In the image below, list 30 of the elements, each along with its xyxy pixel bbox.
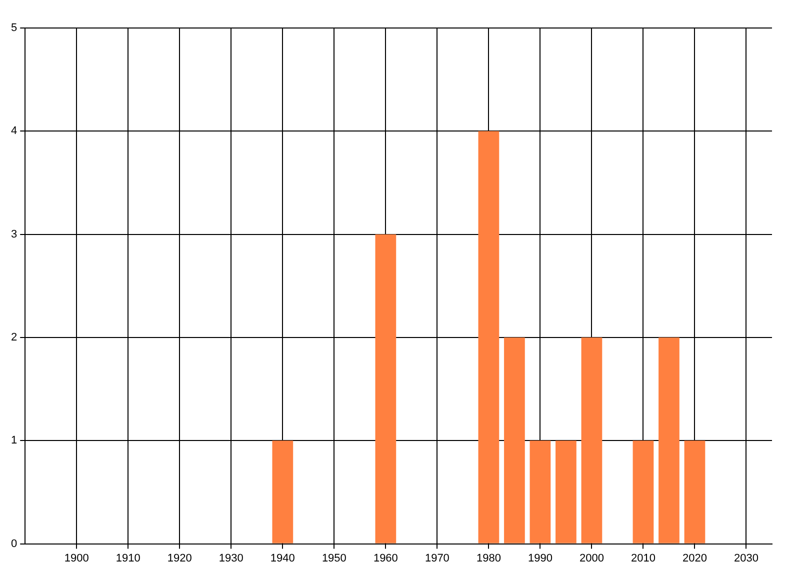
x-tick-label: 1990 [528, 552, 552, 564]
x-tick-label: 1970 [424, 552, 450, 564]
x-tick-label: 2030 [734, 552, 758, 564]
x-tick-label: 1930 [218, 552, 244, 564]
bar [504, 337, 525, 544]
bar [478, 131, 500, 544]
bar [530, 440, 551, 544]
x-tick-label: 1950 [322, 552, 346, 564]
y-tick-label: 4 [10, 125, 18, 138]
x-tick-label: 1960 [373, 552, 398, 564]
x-tick-label: 1900 [64, 552, 89, 564]
bar [684, 440, 706, 544]
bar [272, 440, 294, 544]
bar [581, 337, 602, 544]
y-tick-label: 5 [10, 22, 18, 34]
x-tick-label: 2000 [579, 552, 604, 564]
y-tick-label: 1 [10, 434, 18, 447]
bar [375, 234, 396, 544]
y-tick-label: 3 [10, 228, 18, 240]
bar [556, 440, 576, 544]
bar [658, 337, 680, 544]
y-tick-label: 0 [10, 538, 18, 550]
x-tick-label: 1910 [116, 552, 140, 564]
bar [632, 440, 654, 544]
x-tick-label: 1980 [476, 552, 501, 564]
x-tick-label: 2010 [630, 552, 656, 564]
x-tick-label: 1940 [270, 552, 295, 564]
x-tick-label: 1920 [167, 552, 192, 564]
x-tick-label: 2020 [682, 552, 707, 564]
y-tick-label: 2 [10, 332, 18, 344]
